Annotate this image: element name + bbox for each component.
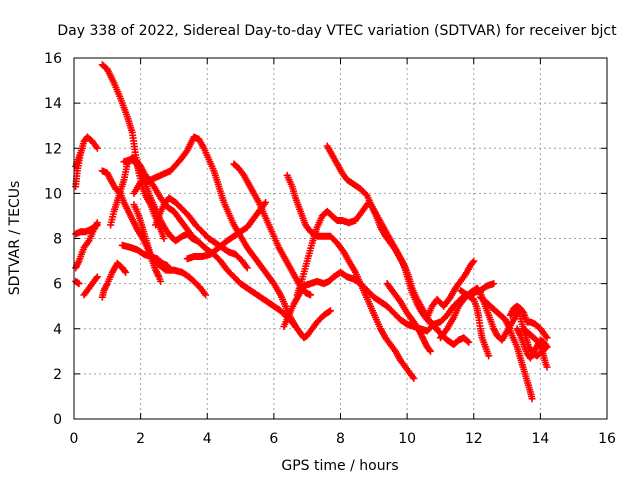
data-series — [72, 61, 551, 403]
data-point-marker — [93, 273, 101, 281]
data-point-marker — [75, 280, 83, 288]
x-tick-label: 0 — [70, 431, 79, 447]
data-point-marker — [543, 334, 551, 342]
series-sat-o — [152, 194, 251, 272]
x-tick-label: 16 — [598, 431, 616, 447]
data-point-marker — [432, 324, 440, 332]
y-tick-label: 4 — [53, 322, 62, 338]
data-point-marker — [469, 259, 477, 267]
x-axis-label: GPS time / hours — [281, 458, 398, 474]
data-point-marker — [121, 267, 129, 275]
data-point-marker — [122, 268, 130, 276]
series-sat-i — [98, 259, 130, 301]
data-point-marker — [325, 308, 333, 316]
y-tick-label: 16 — [44, 51, 62, 67]
data-point-marker — [93, 144, 101, 152]
y-tick-label: 12 — [44, 141, 62, 157]
axis-ticks: 0 2 4 6 8 10 12 14 16 0 2 4 6 8 10 12 14 16 — [44, 51, 616, 447]
x-tick-label: 14 — [531, 431, 549, 447]
data-point-marker — [292, 322, 300, 330]
series-sat-q — [230, 160, 315, 299]
data-point-marker — [425, 346, 433, 354]
y-tick-label: 14 — [44, 96, 62, 112]
data-point-marker — [243, 264, 251, 272]
x-tick-label: 2 — [136, 431, 145, 447]
series-sat-c — [72, 221, 101, 238]
y-tick-label: 0 — [53, 412, 62, 428]
data-point-marker — [78, 144, 86, 152]
y-tick-label: 8 — [53, 232, 62, 248]
y-tick-label: 6 — [53, 277, 62, 293]
y-tick-label: 2 — [53, 367, 62, 383]
series-sat-n — [130, 133, 300, 330]
data-point-marker — [485, 352, 493, 360]
data-point-marker — [167, 266, 175, 274]
plot-frame — [73, 57, 608, 420]
series-sat-z — [476, 293, 536, 403]
series-sat-m — [130, 201, 165, 285]
data-point-marker — [409, 373, 417, 381]
series-sat-p — [183, 198, 270, 263]
data-point-marker — [433, 325, 441, 333]
series-sat-ac — [520, 325, 551, 371]
data-point-marker — [519, 307, 527, 315]
y-tick-label: 10 — [44, 186, 62, 202]
series-sat-t — [293, 198, 473, 349]
data-point-marker — [475, 287, 483, 295]
series-sat-w — [423, 257, 478, 321]
data-point-marker — [193, 237, 201, 245]
data-point-marker — [543, 363, 551, 371]
x-tick-label: 4 — [203, 431, 212, 447]
grid — [74, 58, 607, 419]
data-point-marker — [307, 291, 315, 299]
data-point-marker — [202, 291, 210, 299]
data-point-marker — [470, 257, 478, 265]
data-point-marker — [465, 338, 473, 346]
x-tick-label: 6 — [269, 431, 278, 447]
data-point-marker — [157, 277, 165, 285]
data-point-marker — [528, 395, 536, 403]
series-sat-y — [456, 286, 493, 360]
data-point-marker — [93, 221, 101, 229]
data-point-marker — [327, 307, 335, 315]
data-point-marker — [262, 198, 270, 206]
data-point-marker — [410, 374, 418, 382]
data-point-marker — [165, 265, 173, 273]
data-point-marker — [490, 280, 498, 288]
data-point-marker — [92, 274, 100, 282]
series-sat-ab — [506, 302, 551, 342]
data-point-marker — [542, 332, 550, 340]
data-point-marker — [160, 235, 168, 242]
y-axis-label: SDTVAR / TECUs — [7, 181, 23, 296]
chart-title: Day 338 of 2022, Sidereal Day-to-day VTE… — [57, 23, 617, 39]
data-point-marker — [362, 190, 370, 198]
data-point-marker — [464, 337, 472, 345]
x-tick-label: 8 — [336, 431, 345, 447]
series-sat-v — [383, 280, 434, 355]
series-sat-e — [72, 144, 86, 170]
x-tick-label: 12 — [465, 431, 483, 447]
data-point-marker — [426, 347, 434, 355]
series-sat-f — [80, 273, 101, 299]
x-tick-label: 10 — [398, 431, 416, 447]
